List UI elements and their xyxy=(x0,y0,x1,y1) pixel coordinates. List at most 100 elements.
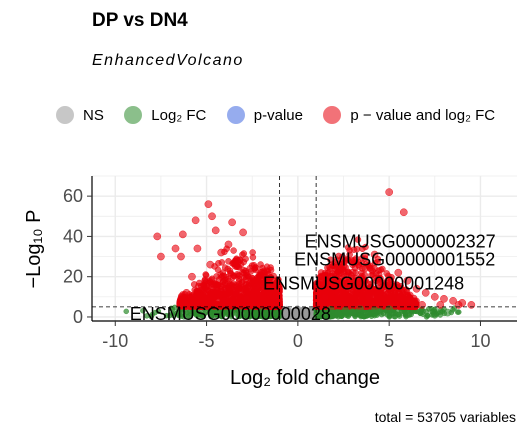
legend-item-pvalue: p-value xyxy=(226,106,303,124)
both-series-point xyxy=(204,200,213,209)
fc-series-point xyxy=(341,306,350,315)
fc-series-point xyxy=(363,310,372,318)
both-series-point xyxy=(252,282,260,291)
both-point xyxy=(332,302,340,309)
fc-point xyxy=(175,312,182,319)
both-point xyxy=(232,263,239,270)
legend-label-log2fc: Log₂ FC xyxy=(151,106,207,124)
x-tick-label: 5 xyxy=(384,331,394,351)
both-series-point xyxy=(182,288,191,297)
x-tick-label: -5 xyxy=(199,331,215,351)
both-series-point xyxy=(467,301,476,309)
legend: NS Log₂ FC p-value p − value and log₂ FC xyxy=(56,106,532,132)
gene-label: ENSMUSG0000002327 xyxy=(305,231,496,251)
fc-point xyxy=(194,312,201,318)
both-point xyxy=(225,289,232,296)
legend-item-log2fc: Log₂ FC xyxy=(124,106,206,124)
fc-series-point xyxy=(334,309,342,318)
fc-point xyxy=(424,312,431,319)
chart-subtitle: EnhancedVolcano xyxy=(92,52,244,69)
both-series-point xyxy=(171,244,180,253)
both-point xyxy=(218,273,225,281)
both-series-point xyxy=(374,299,383,307)
both-point xyxy=(218,259,226,266)
legend-item-both: p − value and log₂ FC xyxy=(323,106,495,124)
both-series-point xyxy=(231,288,240,297)
both-series-point xyxy=(242,294,251,303)
y-tick-label: 40 xyxy=(63,226,83,246)
both-series-point xyxy=(436,301,445,309)
both-point xyxy=(226,269,234,277)
both-point xyxy=(239,251,246,258)
both-point xyxy=(225,258,232,265)
fc-series-point xyxy=(370,306,379,314)
y-tick-label: 0 xyxy=(73,307,83,327)
both-series-point xyxy=(365,292,373,301)
both-series-point xyxy=(235,256,244,265)
both-series-point xyxy=(354,301,362,309)
both-series-point xyxy=(178,230,187,239)
y-tick-label: 20 xyxy=(63,267,83,287)
both-series-point xyxy=(396,292,404,301)
fc-series-point xyxy=(403,310,412,319)
fc-point xyxy=(149,311,156,318)
both-series-point xyxy=(454,301,463,309)
x-axis-label: Log₂ fold change xyxy=(230,367,380,389)
legend-key-ns xyxy=(56,106,74,124)
fc-point xyxy=(163,312,170,319)
both-point xyxy=(216,291,224,298)
both-point xyxy=(202,272,210,279)
both-series-point xyxy=(157,252,165,261)
fc-point xyxy=(209,313,215,319)
y-tick-label: 60 xyxy=(63,186,83,206)
both-series-point xyxy=(211,226,220,235)
both-series-point xyxy=(246,264,255,273)
both-series-point xyxy=(224,240,233,249)
x-tick-label: -10 xyxy=(102,331,128,351)
both-series-point xyxy=(193,244,202,253)
both-series-point xyxy=(188,272,196,281)
both-point xyxy=(249,254,257,261)
both-series-point xyxy=(206,260,215,269)
fc-point xyxy=(169,310,176,317)
both-point xyxy=(257,296,265,304)
both-series-point xyxy=(399,208,408,217)
fc-series-point xyxy=(348,308,357,317)
both-series-point xyxy=(153,232,162,241)
legend-key-both xyxy=(323,106,342,124)
gene-label: ENSMUSG00000001248 xyxy=(263,274,464,294)
both-point xyxy=(230,247,237,254)
both-series-point xyxy=(272,294,280,303)
fc-point xyxy=(252,313,258,319)
both-series-point xyxy=(208,212,216,221)
chart-title: DP vs DN4 xyxy=(92,10,188,31)
legend-key-pvalue xyxy=(226,106,245,124)
both-series-point xyxy=(407,297,415,305)
caption: total = 53705 variables xyxy=(374,409,516,425)
fc-point xyxy=(184,309,190,316)
legend-item-ns: NS xyxy=(56,106,104,124)
both-series-point xyxy=(430,292,439,301)
both-point xyxy=(236,272,243,279)
both-point xyxy=(177,295,185,303)
fc-point xyxy=(123,308,129,315)
both-point xyxy=(226,281,234,288)
fc-series-point xyxy=(430,310,439,319)
fc-series-point xyxy=(418,307,426,316)
fc-point xyxy=(456,309,462,315)
legend-label-both: p − value and log₂ FC xyxy=(350,106,496,124)
x-tick-label: 0 xyxy=(293,331,303,351)
both-series-point xyxy=(385,188,394,196)
both-series-point xyxy=(217,248,226,257)
legend-label-ns: NS xyxy=(83,106,104,124)
fc-series-point xyxy=(443,308,452,317)
legend-key-log2fc xyxy=(124,106,143,124)
both-series-point xyxy=(177,252,185,261)
both-series-point xyxy=(418,301,426,309)
fc-point xyxy=(140,307,146,314)
gene-label: ENSMUSG00000001552 xyxy=(294,250,495,270)
both-point xyxy=(210,294,217,301)
both-point xyxy=(199,287,207,294)
legend-label-pvalue: p-value xyxy=(253,106,303,124)
